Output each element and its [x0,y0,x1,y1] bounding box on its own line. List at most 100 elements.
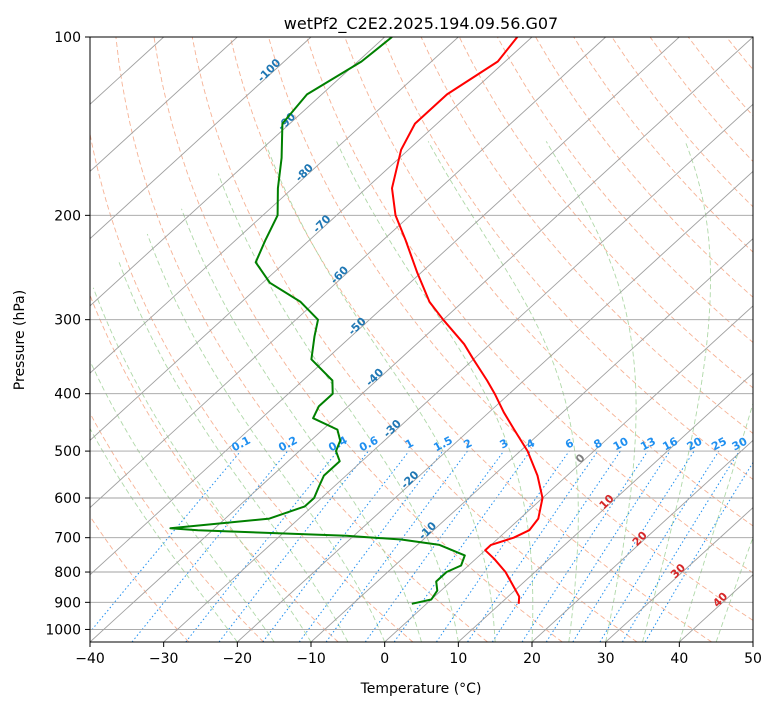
mixing-ratio-line [364,450,505,642]
mixing-ratio-line [545,450,671,642]
moist-adiabat-line [146,233,386,642]
y-axis-ticks: 100 200 300 400 500 600 700 800 900 1000 [45,30,90,638]
dewpoint-profile-line [169,37,466,605]
mixing-ratio-line [467,450,599,642]
y-tick-label: 900 [54,595,81,611]
mixing-ratio-label: 20 [685,435,705,454]
moist-adiabat-line [336,141,534,642]
mixing-ratio-line [491,450,621,642]
isotherm-line [90,37,459,374]
dry-adiabat-label: -80 [293,161,316,184]
dry-adiabat-label: -20 [398,468,421,491]
isotherm-line [90,37,238,173]
x-tick-label: −40 [75,651,105,667]
grid-lines [90,37,753,642]
y-tick-label: 100 [54,30,81,46]
dry-adiabat-line [90,131,414,642]
dry-adiabat-line [153,37,563,642]
sounding-profiles [169,37,544,605]
moist-adiabat-label: 10 [597,492,617,512]
dry-adiabat-line [497,37,753,344]
mixing-ratio-line [131,450,288,642]
moist-adiabat-line [217,173,459,642]
mixing-ratio-label: 10 [611,435,631,454]
dry-adiabat-line [268,37,753,621]
isotherm-line [310,238,753,642]
y-tick-label: 700 [54,531,81,547]
x-tick-label: 50 [744,651,762,667]
isotherm-line [90,37,533,441]
x-tick-label: 10 [449,651,467,667]
mixing-ratio-line [262,450,410,642]
isotherm-line [90,37,753,642]
moist-adiabat-line [678,401,753,642]
temperature-profile-line [391,37,544,604]
y-tick-label: 200 [54,208,81,224]
isotherm-line [752,641,753,642]
mixing-ratio-line [325,450,468,642]
isotherm-line [90,37,386,307]
isotherm-line [531,439,753,642]
moist-adiabat-line [545,141,637,642]
dry-adiabat-line [687,37,753,117]
x-tick-label: 40 [670,651,688,667]
dry-adiabat-label: -50 [346,314,369,337]
moist-adiabat-line [90,359,275,642]
mixing-ratio-label: 30 [730,435,750,454]
x-tick-label: 0 [380,651,389,667]
moist-adiabat-line [264,141,496,642]
dry-adiabat-line [765,37,775,642]
dry-adiabat-label: -100 [255,56,284,85]
x-tick-label: −20 [223,651,253,667]
mixing-ratio-label: 25 [709,435,729,454]
y-tick-label: 400 [54,387,81,403]
mixing-ratio-line [218,450,369,642]
x-tick-label: 20 [523,651,541,667]
dry-adiabat-label: -90 [275,110,298,133]
mixing-ratio-label: 13 [638,435,658,454]
dry-adiabat-line [306,37,753,574]
y-tick-label: 600 [54,491,81,507]
dry-adiabat-line [191,37,638,642]
y-tick-label: 1000 [45,622,81,638]
isotherm-line [90,37,312,240]
moist-adiabat-label: 40 [710,590,730,610]
chart-title: wetPf2_C2E2.2025.194.09.56.G07 [284,14,558,34]
isotherm-line [90,37,680,576]
y-tick-label: 500 [54,444,81,460]
isotherm-line [457,372,753,642]
dry-adiabat-line [229,37,712,642]
x-axis-ticks: −40 −30 −20 −10 0 10 20 30 40 50 [75,642,762,667]
x-tick-label: −30 [149,651,179,667]
dry-adiabat-line [726,37,753,71]
dry-adiabat-label: -40 [363,366,386,389]
x-tick-label: −10 [296,651,326,667]
moist-adiabat-line [715,536,753,642]
mixing-ratio-label: 3 [498,436,511,451]
moist-adiabat-line [118,262,349,642]
mixing-ratio-line [621,450,740,642]
dry-adiabat-label: -60 [328,263,351,286]
dry-adiabat-label: -10 [416,519,439,542]
isotherm-line [236,170,753,642]
mixing-ratio-label: 16 [660,435,680,454]
dry-adiabat-line [611,37,753,208]
mixing-ratio-line [572,450,695,642]
moist-adiabat-line [92,287,312,642]
dry-adiabat-line [535,37,753,298]
mixing-ratio-label: 36 [751,435,771,454]
mixing-ratio-line [298,450,444,642]
isotherm-line [605,506,753,642]
x-axis-label: Temperature (°C) [360,681,482,697]
mixing-ratio-line [599,450,720,642]
mixing-ratio-line [521,450,649,642]
dry-adiabat-line [344,37,753,527]
dry-adiabat-line [90,412,264,642]
dry-adiabat-line [573,37,753,253]
isotherm-line [384,305,753,642]
plot-frame [89,36,754,643]
dry-adiabat-line [649,37,753,163]
moist-adiabat-line [90,427,238,642]
mixing-ratio-line [185,450,338,642]
